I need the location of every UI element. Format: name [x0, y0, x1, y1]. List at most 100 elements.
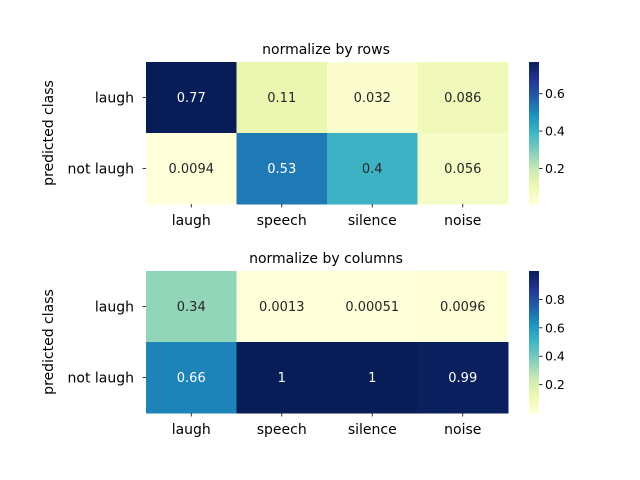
colorbar: 0.2 0.4 0.6 0.8	[529, 271, 565, 414]
colorbar-segment	[529, 304, 539, 308]
heatmap-ylabel: predicted class	[41, 289, 57, 395]
colorbar-segment	[529, 405, 539, 409]
colorbar-segment	[529, 282, 539, 286]
colorbar-segment	[529, 187, 539, 191]
colorbar-segment	[529, 377, 539, 381]
colorbar-segment	[529, 379, 539, 383]
x-tick-label: laugh	[172, 213, 211, 229]
colorbar-segment	[529, 334, 539, 338]
colorbar-segment	[529, 196, 539, 200]
colorbar-segment	[529, 194, 539, 198]
colorbar-segment	[529, 85, 539, 89]
colorbar-segment	[529, 78, 539, 82]
cell-value-label: 1	[368, 371, 376, 386]
colorbar-segment	[529, 130, 539, 134]
colorbar-segment	[529, 99, 539, 103]
colorbar-segment	[529, 360, 539, 364]
colorbar-segment	[529, 294, 539, 298]
heatmap-cell	[327, 271, 418, 343]
cell-value-label: 0.00051	[345, 300, 399, 315]
heatmap-cell	[146, 62, 237, 134]
colorbar-segment	[529, 104, 539, 108]
colorbar-segment	[529, 147, 539, 151]
heatmap-cell	[236, 62, 328, 134]
colorbar-segment	[529, 180, 539, 184]
colorbar-segment	[529, 90, 539, 94]
colorbar-segment	[529, 201, 539, 205]
colorbar-segment	[529, 80, 539, 84]
colorbar-segment	[529, 297, 539, 300]
cell-value-label: 0.53	[267, 162, 296, 177]
colorbar-segment	[529, 92, 539, 96]
heatmap-cell	[236, 133, 328, 205]
colorbar-segment	[529, 299, 539, 303]
colorbar-segment	[529, 320, 539, 324]
colorbar-segment	[529, 330, 539, 334]
colorbar-segment	[529, 332, 539, 336]
colorbar-segment	[529, 287, 539, 291]
heatmap-cell	[327, 62, 418, 134]
cell-value-label: 0.0096	[440, 300, 486, 315]
colorbar-segment	[529, 170, 539, 174]
x-tick-label: noise	[444, 213, 481, 229]
heatmap-panel-columns: normalize by columns predicted class 0.3…	[41, 251, 565, 438]
colorbar-segment	[529, 344, 539, 348]
cell-value-label: 0.99	[448, 371, 477, 386]
cell-value-label: 0.4	[362, 162, 383, 177]
colorbar-segment	[529, 273, 539, 277]
colorbar-tick-label: 0.4	[545, 124, 565, 139]
x-tick-label: silence	[348, 213, 397, 229]
colorbar-segment	[529, 62, 539, 65]
colorbar-segment	[529, 353, 539, 357]
x-tick-label: speech	[257, 422, 307, 438]
colorbar-segment	[529, 323, 539, 327]
colorbar-segment	[529, 315, 539, 319]
colorbar-segment	[529, 137, 539, 141]
y-tick-label: not laugh	[68, 371, 134, 387]
colorbar-segment	[529, 349, 539, 353]
colorbar-segment	[529, 161, 539, 165]
colorbar-segment	[529, 199, 539, 203]
colorbar-segment	[529, 289, 539, 293]
colorbar-segment	[529, 368, 539, 371]
x-tick-label: silence	[348, 422, 397, 438]
colorbar-segment	[529, 192, 539, 196]
colorbar-segment	[529, 140, 539, 144]
colorbar-segment	[529, 64, 539, 68]
heatmap-cell	[146, 271, 237, 343]
colorbar-segment	[529, 118, 539, 122]
colorbar-segment	[529, 128, 539, 132]
colorbar-segment	[529, 318, 539, 322]
colorbar-segment	[529, 365, 539, 369]
colorbar-segment	[529, 83, 539, 87]
colorbar-segment	[529, 102, 539, 106]
colorbar-segment	[529, 69, 539, 73]
colorbar-segment	[529, 151, 539, 155]
cell-value-label: 0.0094	[169, 162, 215, 177]
colorbar-segment	[529, 351, 539, 355]
colorbar-segment	[529, 111, 539, 115]
heatmap-cell	[146, 133, 237, 205]
cell-value-label: 0.77	[177, 91, 206, 106]
heatmap-cells: 0.34 0.0013 0.00051 0.0096 0.66 1 1 0.99 laugh no…	[68, 271, 509, 438]
cell-value-label: 1	[278, 371, 286, 386]
colorbar-segment	[529, 149, 539, 153]
colorbar-segment	[529, 125, 539, 129]
colorbar-segment	[529, 301, 539, 305]
colorbar-segment	[529, 163, 539, 167]
colorbar: 0.2 0.4 0.6	[529, 62, 565, 205]
colorbar-segment	[529, 114, 539, 118]
colorbar-tick-label: 0.4	[545, 349, 565, 364]
colorbar-segment	[529, 396, 539, 400]
colorbar-segment	[529, 76, 539, 80]
colorbar-segment	[529, 384, 539, 388]
colorbar-tick-label: 0.8	[545, 292, 565, 307]
x-tick-label: laugh	[172, 422, 211, 438]
heatmap-cell	[327, 342, 418, 414]
colorbar-segment	[529, 292, 539, 296]
colorbar-segment	[529, 278, 539, 282]
colorbar-segment	[529, 372, 539, 376]
heatmap-cell	[236, 271, 328, 343]
colorbar-segment	[529, 311, 539, 315]
colorbar-segment	[529, 173, 539, 177]
